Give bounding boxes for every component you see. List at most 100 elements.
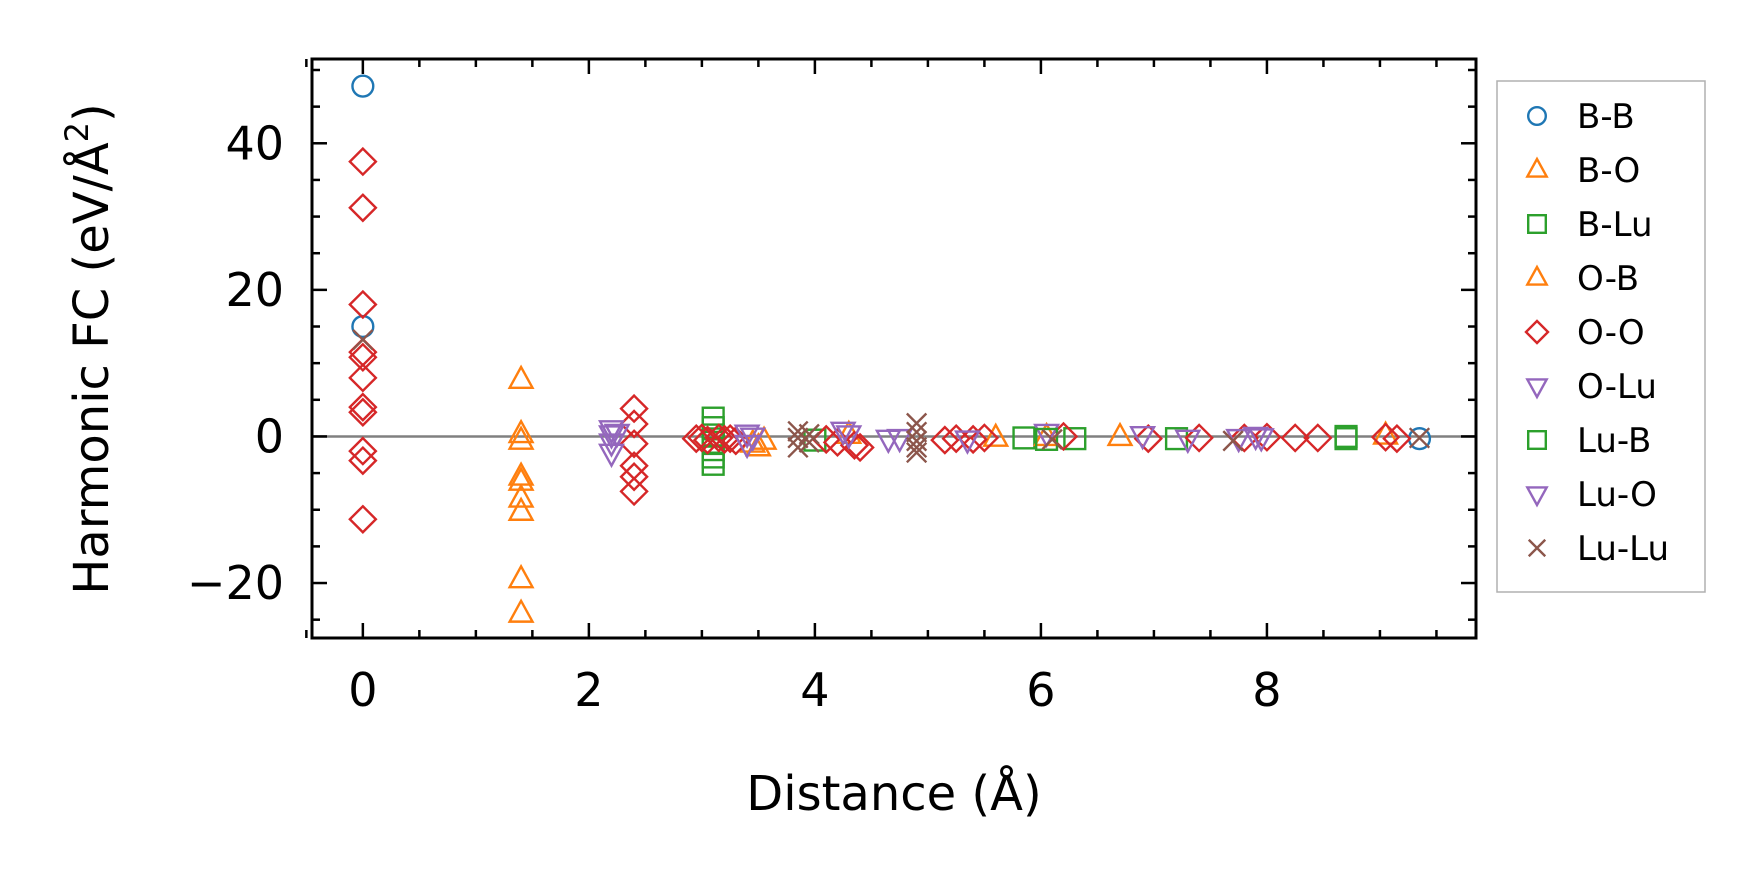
legend-label: B-Lu xyxy=(1577,205,1653,245)
legend-item-b-lu: B-Lu xyxy=(1526,205,1653,245)
point-b-lu xyxy=(1012,426,1036,450)
point-o-o xyxy=(709,424,740,455)
legend-label: B-B xyxy=(1577,97,1635,137)
y-axis-label-close: ) xyxy=(64,103,120,122)
legend-label: O-B xyxy=(1577,259,1639,299)
point-lu-o xyxy=(603,423,631,449)
point-lu-o xyxy=(886,428,914,454)
point-lu-lu xyxy=(1041,428,1063,450)
x-tick-label: 4 xyxy=(800,663,829,717)
point-b-o xyxy=(507,466,535,491)
y-tick-label: 40 xyxy=(225,116,284,170)
point-lu-o xyxy=(739,427,767,452)
point-o-lu xyxy=(598,443,625,469)
legend-marker xyxy=(1526,105,1547,126)
point-lu-lu xyxy=(906,421,928,443)
legend-label: Lu-O xyxy=(1577,475,1657,515)
legend-marker xyxy=(1526,213,1547,234)
point-o-o xyxy=(348,436,378,466)
legend-label: O-Lu xyxy=(1577,367,1657,407)
point-o-o xyxy=(1370,422,1401,452)
point-lu-lu xyxy=(787,436,809,459)
data-markers xyxy=(348,74,1432,623)
point-lu-o xyxy=(953,430,981,455)
point-o-lu xyxy=(598,420,625,445)
point-o-o xyxy=(619,462,649,492)
point-o-o xyxy=(348,392,378,422)
point-o-o xyxy=(1303,423,1333,453)
point-o-lu xyxy=(598,425,625,450)
legend-marker xyxy=(1527,538,1547,558)
y-axis-label-sup: 2 xyxy=(58,122,96,142)
point-b-o xyxy=(507,598,535,623)
plot-frame xyxy=(310,57,1478,640)
point-o-o xyxy=(1252,422,1282,452)
point-lu-lu xyxy=(352,329,374,351)
tick-labels: 0 2 4 6 8 −20 0 20 40 xyxy=(187,116,1282,717)
point-o-o xyxy=(619,393,649,424)
point-o-o xyxy=(619,429,649,459)
point-o-o xyxy=(348,504,378,534)
point-o-o xyxy=(348,363,378,393)
point-b-o xyxy=(507,496,535,521)
point-lu-o xyxy=(829,421,857,447)
point-o-o xyxy=(348,445,378,476)
point-o-o xyxy=(1184,423,1214,453)
point-o-o xyxy=(1280,423,1310,453)
x-tick-label: 2 xyxy=(574,663,603,717)
point-o-lu xyxy=(733,434,761,460)
y-axis-label: Harmonic FC (eV/Å2) xyxy=(58,103,120,595)
point-o-o xyxy=(348,397,378,427)
point-lu-lu xyxy=(906,412,928,434)
x-tick-label: 0 xyxy=(348,663,377,717)
point-b-o xyxy=(1106,421,1134,447)
x-tick-label: 8 xyxy=(1252,663,1281,717)
point-b-o xyxy=(507,563,535,589)
legend-marker xyxy=(1525,486,1549,508)
point-b-o xyxy=(982,422,1010,447)
point-o-o xyxy=(1382,423,1412,454)
point-lu-o xyxy=(1174,429,1202,455)
point-b-lu xyxy=(1063,427,1087,451)
point-o-o xyxy=(704,423,734,453)
point-lu-lu xyxy=(906,441,928,464)
point-lu-lu xyxy=(798,431,820,453)
point-o-o xyxy=(958,424,988,455)
y-tick-label: 20 xyxy=(225,263,284,317)
legend-item-o-o: O-O xyxy=(1524,313,1645,353)
point-o-o xyxy=(930,425,960,455)
point-lu-lu xyxy=(906,436,928,459)
point-o-lu xyxy=(1247,428,1275,453)
legend-item-o-b: O-B xyxy=(1525,259,1639,299)
point-lu-o xyxy=(874,429,902,455)
point-b-o xyxy=(1372,420,1400,445)
point-b-o xyxy=(507,425,535,450)
legend-item-b-b: B-B xyxy=(1526,97,1635,137)
point-b-o xyxy=(507,364,535,390)
legend-item-lu-b: Lu-B xyxy=(1526,421,1651,461)
point-o-lu xyxy=(1033,423,1061,449)
point-lu-b xyxy=(1334,424,1358,449)
point-o-o xyxy=(619,476,649,507)
legend-marker xyxy=(1526,430,1547,451)
point-o-lu xyxy=(1129,425,1157,451)
point-lu-lu xyxy=(787,427,809,449)
point-o-o xyxy=(619,409,649,439)
legend: B-B B-O B-Lu O-B O-O O-Lu Lu-B Lu-O Lu-Lu xyxy=(1496,80,1706,593)
point-o-o xyxy=(969,423,1000,453)
legend-label: O-O xyxy=(1577,313,1645,353)
y-tick-label: −20 xyxy=(187,556,284,610)
point-o-o xyxy=(348,193,378,223)
point-lu-lu xyxy=(1408,427,1431,449)
point-o-o xyxy=(348,289,378,320)
legend-item-lu-lu: Lu-Lu xyxy=(1527,529,1669,569)
point-o-o xyxy=(1133,423,1163,454)
point-o-o xyxy=(348,146,378,177)
axis-ticks xyxy=(305,59,1476,638)
legend-label: B-O xyxy=(1577,151,1640,191)
point-lu-lu xyxy=(798,423,820,445)
legend-marker xyxy=(1525,156,1549,178)
point-o-o xyxy=(715,423,745,454)
legend-item-b-o: B-O xyxy=(1525,151,1640,191)
